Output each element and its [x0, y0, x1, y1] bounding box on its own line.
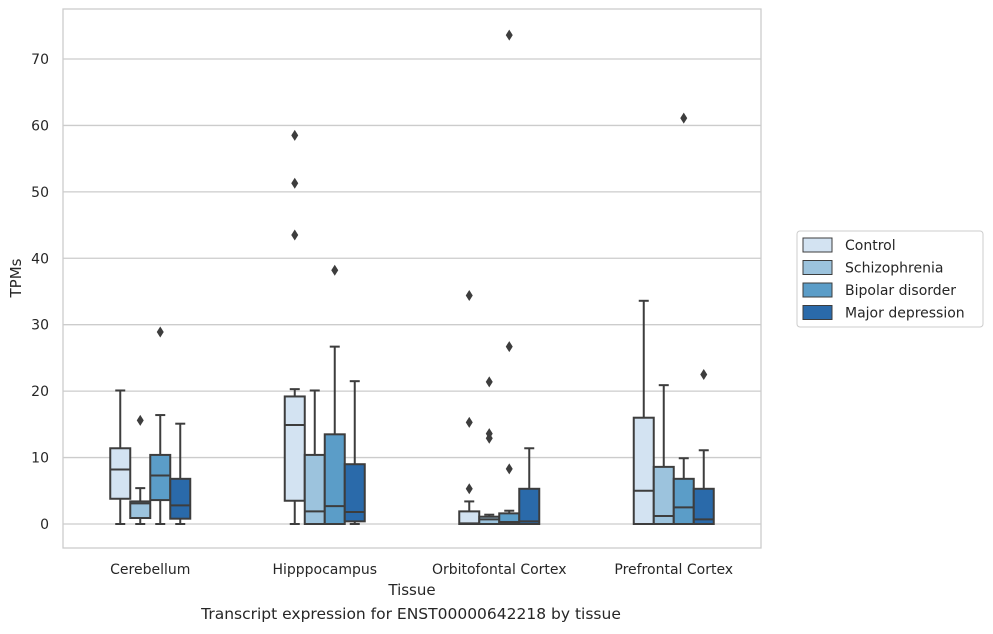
box-control: [283, 129, 306, 525]
box-iqr: [692, 487, 715, 526]
outlier-point: [291, 177, 299, 189]
y-tick-label: 10: [31, 451, 49, 467]
y-tick-label: 40: [31, 251, 49, 267]
box-iqr: [632, 416, 655, 526]
plot-frame: [62, 8, 762, 549]
box-schizophrenia: [303, 389, 326, 526]
y-tick-label: 50: [31, 185, 49, 201]
box-schizophrenia: [652, 384, 675, 526]
outlier-point: [136, 414, 144, 426]
box-iqr: [343, 463, 366, 523]
box-schizophrenia: [478, 376, 501, 525]
box-bipolar-disorder: [149, 326, 172, 525]
legend-swatch: [802, 282, 833, 298]
box-major-depression: [343, 380, 366, 525]
outlier-point: [291, 229, 299, 241]
box-major-depression: [518, 447, 541, 526]
box-iqr: [129, 500, 152, 520]
legend-frame: [796, 230, 984, 328]
legend-label: Schizophrenia: [845, 261, 943, 277]
legend-swatch: [802, 260, 833, 275]
outlier-point: [465, 416, 473, 428]
box-iqr: [169, 477, 192, 520]
legend-label: Control: [845, 238, 896, 254]
outlier-point: [485, 376, 493, 388]
chart-caption: Transcript expression for ENST0000064221…: [201, 605, 621, 623]
y-tick-label: 30: [31, 318, 49, 334]
box-iqr: [283, 395, 306, 502]
y-tick-label: 70: [31, 52, 49, 68]
x-tick-label: Cerebellum: [110, 562, 190, 578]
x-tick-label: Orbitofontal Cortex: [432, 562, 567, 578]
y-tick-label: 0: [40, 517, 49, 533]
legend-swatch: [802, 305, 833, 320]
box-major-depression: [692, 369, 715, 526]
box-bipolar-disorder: [672, 112, 695, 526]
outlier-point: [700, 369, 708, 381]
box-control: [632, 299, 655, 526]
x-tick-label: Prefrontal Cortex: [614, 562, 733, 578]
legend-swatch: [802, 237, 833, 253]
legend-label: Bipolar disorder: [845, 283, 956, 299]
x-axis-ticks: Cerebellum Hipppocampus Orbitofontal Corte…: [110, 562, 733, 578]
x-axis-title: Tissue: [387, 581, 435, 599]
box-iqr: [149, 453, 172, 502]
outlier-point: [465, 483, 473, 495]
outlier-point: [331, 264, 339, 276]
box-control: [109, 389, 132, 525]
box-iqr: [518, 487, 541, 526]
y-tick-label: 60: [31, 118, 49, 134]
outlier-point: [465, 289, 473, 301]
box-major-depression: [169, 422, 192, 525]
outlier-point: [505, 463, 513, 475]
box-bipolar-disorder: [498, 29, 521, 526]
outlier-point: [291, 129, 299, 141]
outlier-point: [505, 29, 513, 41]
box-iqr: [672, 477, 695, 526]
box-iqr: [323, 433, 346, 525]
outlier-point: [485, 428, 493, 440]
y-tick-label: 20: [31, 384, 49, 400]
box-iqr: [458, 510, 481, 525]
box-iqr: [303, 453, 326, 526]
legend: Control Schizophrenia Bipolar disorder Majo…: [796, 230, 984, 328]
y-axis-title: TPMs: [7, 258, 25, 298]
x-tick-label: Hipppocampus: [272, 562, 377, 578]
outlier-point: [680, 112, 688, 124]
box-iqr: [109, 447, 132, 500]
outlier-point: [156, 326, 164, 338]
legend-label: Major depression: [845, 306, 965, 322]
box-groups: [109, 29, 715, 526]
outlier-point: [505, 341, 513, 353]
y-axis-ticks: 0 10 20 30 40 50 60 70: [31, 52, 49, 533]
box-schizophrenia: [129, 414, 152, 525]
box-bipolar-disorder: [323, 264, 346, 525]
